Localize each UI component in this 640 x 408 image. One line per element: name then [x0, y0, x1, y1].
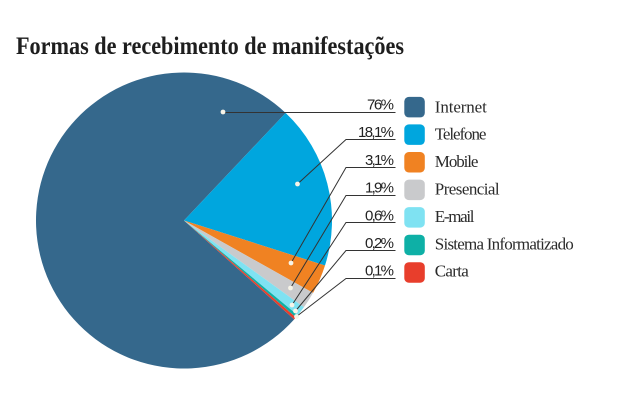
- svg-text:0,1%: 0,1%: [365, 263, 394, 280]
- svg-text:Formas de recebimento de manif: Formas de recebimento de manifestações: [16, 33, 404, 60]
- svg-text:76%: 76%: [367, 97, 394, 114]
- svg-text:0,2%: 0,2%: [365, 235, 394, 252]
- svg-text:Internet: Internet: [435, 97, 487, 116]
- svg-text:Presencial: Presencial: [435, 180, 500, 199]
- svg-text:18,1%: 18,1%: [358, 124, 394, 141]
- svg-text:Mobile: Mobile: [435, 152, 479, 171]
- svg-text:E-mail: E-mail: [435, 207, 475, 226]
- svg-text:Carta: Carta: [435, 262, 469, 281]
- svg-text:1,9%: 1,9%: [365, 180, 394, 197]
- svg-text:3,1%: 3,1%: [365, 152, 394, 169]
- svg-text:Telefone: Telefone: [435, 125, 487, 144]
- svg-text:0,6%: 0,6%: [365, 207, 394, 224]
- svg-text:Sistema Informatizado: Sistema Informatizado: [435, 234, 574, 253]
